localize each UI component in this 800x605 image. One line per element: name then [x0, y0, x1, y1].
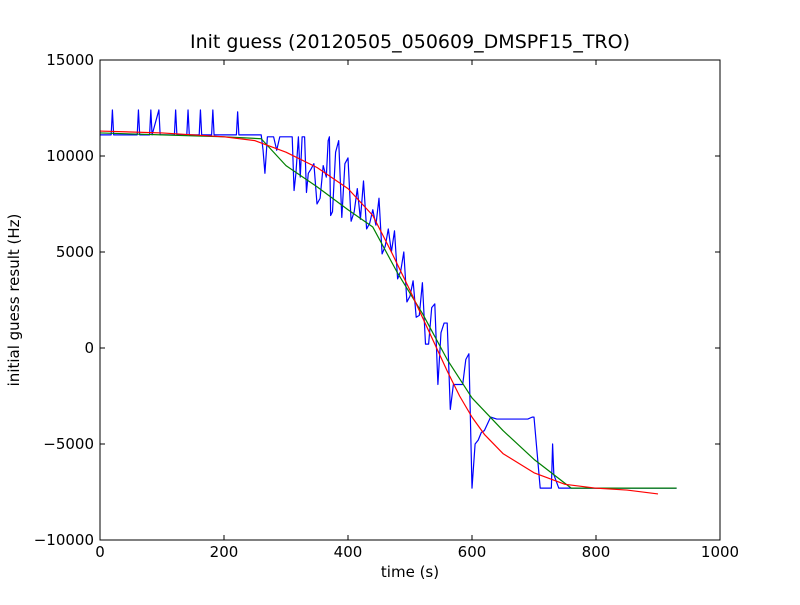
y-tick-label: 5000	[56, 243, 94, 261]
y-tick-label: 10000	[46, 147, 94, 165]
x-tick-label: 400	[334, 543, 363, 561]
y-tick-label: 15000	[46, 51, 94, 69]
x-tick-label: 600	[458, 543, 487, 561]
series-line-3	[100, 130, 659, 495]
y-axis-label: initial guess result (Hz)	[5, 214, 23, 387]
plot-frame	[99, 59, 721, 541]
chart-title: Init guess (20120505_050609_DMSPF15_TRO)	[190, 31, 630, 53]
x-tick-label: 0	[95, 543, 105, 561]
x-tick-label: 1000	[701, 543, 739, 561]
series-line-2	[100, 132, 677, 489]
y-tick-label: 0	[84, 339, 94, 357]
x-tick-label: 800	[582, 543, 611, 561]
y-tick-label: −10000	[34, 531, 94, 549]
plot-area: 0 200 400 600 800 1000 −10000 −5000 0 5000 10000 15…	[34, 51, 739, 561]
x-tick-label: 200	[210, 543, 239, 561]
y-tick-label: −5000	[43, 435, 94, 453]
series-line-1	[100, 109, 677, 489]
x-axis-label: time (s)	[381, 563, 439, 581]
